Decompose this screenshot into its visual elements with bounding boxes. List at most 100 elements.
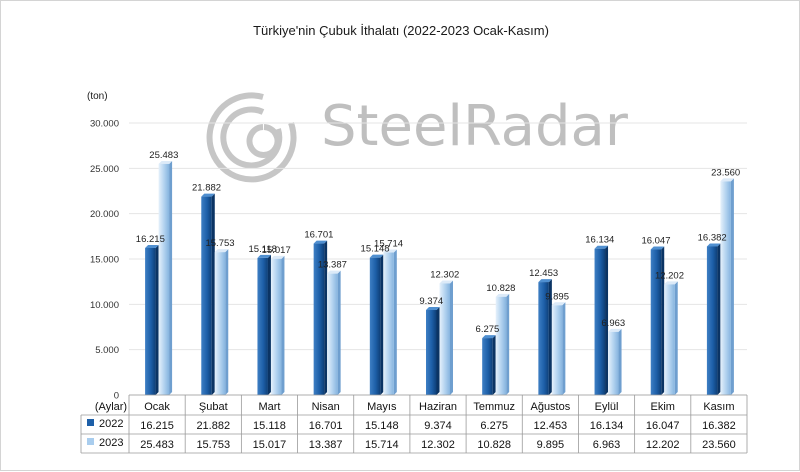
table-cell-2023-4: 15.714 — [365, 439, 399, 451]
bar-2023-Haziran — [439, 283, 450, 395]
data-label-2023-9: 12.202 — [655, 270, 684, 281]
bar-side-2023-10 — [730, 178, 734, 395]
bar-side-2023-3 — [337, 270, 341, 395]
bar-side-2022-5 — [436, 307, 440, 395]
table-cell-2023-8: 6.963 — [593, 439, 621, 451]
table-header-label: (Aylar) — [95, 401, 127, 413]
bar-side-2022-6 — [492, 335, 496, 395]
bar-top-2023-1 — [214, 249, 229, 253]
bar-top-2023-7 — [551, 302, 566, 306]
bar-2022-Kasım — [706, 246, 718, 395]
category-label-1: Şubat — [199, 401, 228, 413]
category-label-5: Haziran — [419, 401, 457, 413]
bar-2022-Ağustos — [538, 282, 549, 395]
bar-top-2023-5 — [439, 280, 453, 284]
bar-2022-Ekim — [650, 249, 662, 395]
data-label-2022-7: 12.453 — [529, 268, 558, 279]
y-axis-ticks: 0 5.000 10.000 15.000 20.000 25.000 30.000 — [90, 119, 119, 402]
bar-2022-Eylül — [594, 248, 606, 395]
steelradar-logo-icon — [206, 92, 297, 183]
bar-top-2022-10 — [706, 243, 721, 247]
data-label-2023-7: 9.895 — [545, 291, 569, 302]
bar-side-2022-9 — [661, 246, 665, 395]
bar-side-2023-7 — [562, 302, 566, 395]
bar-side-2023-9 — [674, 281, 678, 395]
bars — [145, 160, 734, 395]
data-label-2023-1: 15.753 — [205, 238, 234, 249]
data-label-2023-6: 10.828 — [486, 283, 515, 294]
category-label-2: Mart — [258, 401, 280, 413]
category-label-8: Eylül — [595, 401, 619, 413]
chart-title: Türkiye'nin Çubuk İthalatı (2022-2023 Oc… — [253, 23, 549, 38]
bar-top-2022-7 — [538, 279, 552, 283]
bar-2022-Nisan — [313, 243, 325, 395]
data-label-2023-4: 15.714 — [374, 239, 403, 250]
data-label-2022-9: 16.047 — [641, 236, 670, 247]
bar-2023-Eylül — [608, 331, 619, 395]
bar-side-2022-10 — [717, 243, 721, 395]
table-cell-2022-1: 21.882 — [196, 420, 230, 432]
bar-2022-Haziran — [426, 310, 437, 395]
category-label-4: Mayıs — [367, 401, 397, 413]
data-label-2022-8: 16.134 — [585, 235, 614, 246]
table-cell-2023-2: 15.017 — [253, 439, 287, 451]
data-label-2022-10: 16.382 — [698, 232, 727, 243]
bar-side-2022-3 — [324, 240, 328, 395]
bar-2023-Nisan — [327, 273, 338, 395]
y-unit-label: (ton) — [87, 91, 108, 102]
data-label-2023-2: 15.017 — [262, 245, 291, 256]
bar-side-2023-1 — [225, 249, 229, 395]
legend-label-2022: 2022 — [99, 418, 123, 430]
category-label-10: Kasım — [703, 401, 734, 413]
bar-top-2023-10 — [720, 178, 734, 182]
bar-top-2023-9 — [664, 281, 678, 285]
data-label-2022-0: 16.215 — [136, 234, 165, 245]
bar-2023-Mart — [270, 258, 282, 395]
bar-2023-Şubat — [214, 252, 226, 395]
table-cell-2023-9: 12.202 — [646, 439, 680, 451]
table-cell-2022-0: 16.215 — [140, 420, 174, 432]
y-tick-label-2: 10.000 — [90, 300, 119, 311]
bar-side-2023-0 — [169, 160, 173, 395]
bar-side-2022-2 — [267, 254, 271, 395]
data-label-2022-2: 15.118 — [249, 244, 277, 255]
bar-top-2022-4 — [369, 254, 384, 258]
table-cell-2022-6: 6.275 — [480, 420, 508, 432]
bar-top-2022-2 — [257, 254, 271, 258]
bar-2022-Mart — [257, 257, 268, 395]
table-cell-2023-0: 25.483 — [140, 439, 174, 451]
bar-top-2022-9 — [650, 246, 665, 250]
bar-2022-Mayıs — [369, 257, 381, 395]
data-label-2022-1: 21.882 — [192, 183, 221, 194]
bar-top-2023-8 — [608, 328, 622, 332]
data-label-2022-4: 15.148 — [361, 244, 390, 255]
bar-side-2022-0 — [155, 244, 159, 395]
y-tick-label-6: 30.000 — [90, 119, 119, 130]
bar-2023-Ekim — [664, 284, 675, 395]
data-table: (Aylar) 2022 2023 Ocak 16.215 25.483 Şubat 2… — [80, 394, 748, 454]
table-cell-2022-3: 16.701 — [309, 420, 343, 432]
bar-side-2023-6 — [506, 293, 510, 395]
table-cell-2022-5: 9.374 — [424, 420, 452, 432]
bar-2022-Şubat — [201, 196, 212, 395]
table-cell-2022-7: 12.453 — [534, 420, 568, 432]
data-label-2023-8: 6.963 — [601, 318, 625, 329]
table-cell-2022-10: 16.382 — [702, 420, 736, 432]
data-label-2022-5: 9.374 — [419, 296, 443, 307]
data-label-2023-5: 12.302 — [430, 269, 459, 280]
legend-swatch-2022 — [87, 419, 94, 426]
table-cell-2023-6: 10.828 — [477, 439, 511, 451]
legend-label-2023: 2023 — [99, 437, 123, 449]
y-tick-label-3: 15.000 — [90, 255, 119, 266]
category-label-3: Nisan — [312, 401, 340, 413]
bar-top-2022-3 — [313, 240, 328, 244]
category-label-6: Temmuz — [473, 401, 515, 413]
y-tick-label-0: 0 — [114, 391, 119, 402]
bar-2023-Kasım — [720, 181, 731, 395]
bar-top-2023-2 — [270, 255, 285, 259]
data-label-2023-0: 25.483 — [149, 150, 178, 161]
bar-2022-Temmuz — [482, 338, 493, 395]
